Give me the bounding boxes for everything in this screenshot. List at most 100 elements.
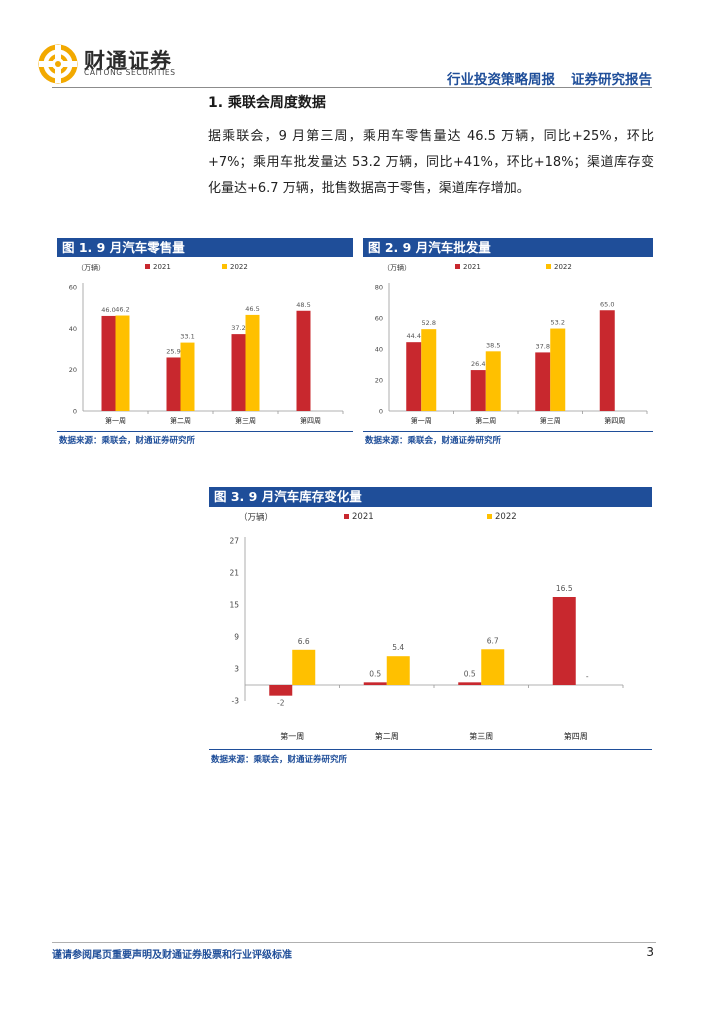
legend-swatch: [222, 264, 227, 269]
bar-2021: [552, 597, 576, 685]
bar-2021: [231, 334, 246, 411]
legend-swatch: [145, 264, 150, 269]
footer-divider: [52, 942, 656, 943]
bar-2021: [406, 342, 422, 411]
bar-value-label: 38.5: [486, 341, 500, 349]
legend-swatch: [487, 514, 492, 519]
bar-value-label: 46.2: [115, 306, 129, 314]
bar-2021: [470, 370, 486, 411]
x-category-label: 第三周: [469, 731, 493, 741]
logo-company-name: 财通证券: [84, 49, 172, 73]
x-category-label: 第四周: [604, 416, 625, 425]
report-type: 行业投资策略周报: [447, 72, 555, 88]
y-tick-label: 3: [234, 665, 239, 674]
bar-2022: [550, 328, 566, 411]
legend-swatch: [344, 514, 349, 519]
bar-2022: [481, 649, 505, 685]
x-category-label: 第一周: [411, 416, 432, 425]
bar-value-label: 16.5: [556, 584, 573, 593]
x-category-label: 第四周: [564, 731, 588, 741]
bar-value-label: 0.5: [464, 669, 476, 678]
chart-unit-label: （万辆）: [383, 263, 411, 272]
bar-2022: [180, 342, 195, 411]
x-category-label: 第三周: [540, 416, 561, 425]
bar-2022: [386, 656, 410, 685]
chart-title: 图 1. 9 月汽车零售量: [57, 238, 353, 257]
x-category-label: 第二周: [475, 416, 496, 425]
y-tick-label: -3: [232, 697, 240, 706]
bar-2022: [245, 314, 260, 411]
bar-2021: [166, 357, 181, 411]
chart-plot: （万辆） 2021 2022 -3 3 9 15 21 27 第一周 -2 6.6 第二周 0.5 5.4 第…: [229, 512, 624, 741]
header-divider: [52, 87, 652, 88]
bar-value-label: 65.0: [600, 300, 614, 308]
bar-2021: [535, 352, 551, 411]
legend-label: 2022: [495, 512, 517, 522]
bar-2022: [485, 351, 501, 411]
legend-label: 2022: [230, 263, 248, 271]
chart-unit-label: （万辆）: [77, 263, 105, 272]
chart-title: 图 3. 9 月汽车库存变化量: [209, 487, 652, 507]
footer-disclaimer: 谨请参阅尾页重要声明及财通证券股票和行业评级标准: [52, 950, 292, 961]
bar-value-label: 53.2: [551, 319, 565, 327]
x-category-label: 第三周: [235, 416, 256, 425]
chart-plot: （万辆） 2021 2022 0 20 40 60 80 第一周 44.452.8 第二周 26.4 3…: [375, 263, 648, 425]
legend-label: 2022: [554, 263, 572, 271]
chart-title: 图 2. 9 月汽车批发量: [363, 238, 653, 257]
caitong-logo-icon: [38, 44, 78, 84]
chart-divider: [209, 749, 652, 750]
legend-label: 2021: [153, 263, 171, 271]
y-tick-label: 0: [73, 408, 77, 416]
bar-value-label: -2: [277, 699, 285, 708]
chart-source: 数据来源：乘联会，财通证券研究所: [59, 436, 196, 446]
report-category: 证券研究报告: [571, 72, 652, 88]
logo-company-name-en: CAITONG SECURITIES: [84, 68, 176, 77]
x-category-label: 第一周: [280, 731, 304, 741]
section-title: 1. 乘联会周度数据: [208, 95, 326, 111]
chart-unit-label: （万辆）: [239, 512, 273, 523]
bar-value-label: 0.5: [369, 669, 381, 678]
x-category-label: 第二周: [375, 731, 399, 741]
x-category-label: 第二周: [170, 416, 191, 425]
y-tick-label: 0: [379, 408, 383, 416]
y-tick-label: 40: [69, 325, 77, 333]
page-number: 3: [646, 945, 654, 959]
bar-value-label: 44.4: [407, 332, 421, 340]
report-header: 行业投资策略周报 证券研究报告: [447, 68, 652, 88]
y-tick-label: 27: [229, 537, 239, 546]
bar-2021: [269, 685, 293, 696]
body-paragraph: 据乘联会，9 月第三周，乘用车零售量达 46.5 万辆，同比+25%，环比+7%…: [208, 129, 654, 196]
bar-value-label: 46.5: [245, 305, 259, 313]
bar-2021: [458, 682, 482, 685]
bar-value-label: 37.8: [536, 342, 550, 350]
y-tick-label: 15: [229, 601, 239, 610]
chart-divider: [57, 431, 353, 432]
bar-value-label: 52.8: [422, 319, 436, 327]
bar-value-label: 6.7: [487, 636, 499, 645]
bar-value-label: -: [586, 672, 589, 681]
legend-label: 2021: [463, 263, 481, 271]
bar-value-label: 25.9: [166, 347, 180, 355]
bar-value-label: 46.0: [101, 306, 115, 314]
x-category-label: 第四周: [300, 416, 321, 425]
chart-wholesale-sales: 图 2. 9 月汽车批发量 （万辆） 2021 2022 0 20 40 60 80 第一周 44…: [363, 238, 653, 448]
legend-swatch: [546, 264, 551, 269]
bar-2021: [296, 310, 311, 411]
y-tick-label: 80: [375, 284, 383, 292]
bar-value-label: 26.4: [471, 360, 485, 368]
bar-value-label: 5.4: [392, 643, 404, 652]
chart-source: 数据来源：乘联会，财通证券研究所: [365, 436, 502, 446]
bar-value-label: 33.1: [180, 333, 194, 341]
y-tick-label: 20: [69, 366, 77, 374]
chart-divider: [363, 431, 653, 432]
chart-inventory-change: 图 3. 9 月汽车库存变化量 （万辆） 2021 2022 -3 3 9 15 21 27 第一…: [209, 487, 652, 770]
chart-retail-sales: 图 1. 9 月汽车零售量 （万辆） 2021 2022 0 20 40 60 第一周 46.0…: [57, 238, 353, 448]
bar-2021: [599, 310, 615, 411]
y-tick-label: 21: [229, 569, 239, 578]
bar-value-label: 48.5: [296, 301, 310, 309]
y-tick-label: 40: [375, 346, 383, 354]
y-tick-label: 60: [375, 315, 383, 323]
chart-source: 数据来源：乘联会，财通证券研究所: [211, 755, 348, 765]
bar-value-label: 6.6: [298, 637, 310, 646]
legend-swatch: [455, 264, 460, 269]
